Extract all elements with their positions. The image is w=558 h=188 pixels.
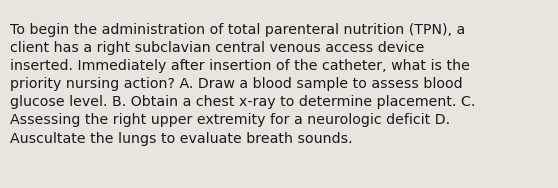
Text: To begin the administration of total parenteral nutrition (TPN), a
client has a : To begin the administration of total par… xyxy=(10,23,475,146)
